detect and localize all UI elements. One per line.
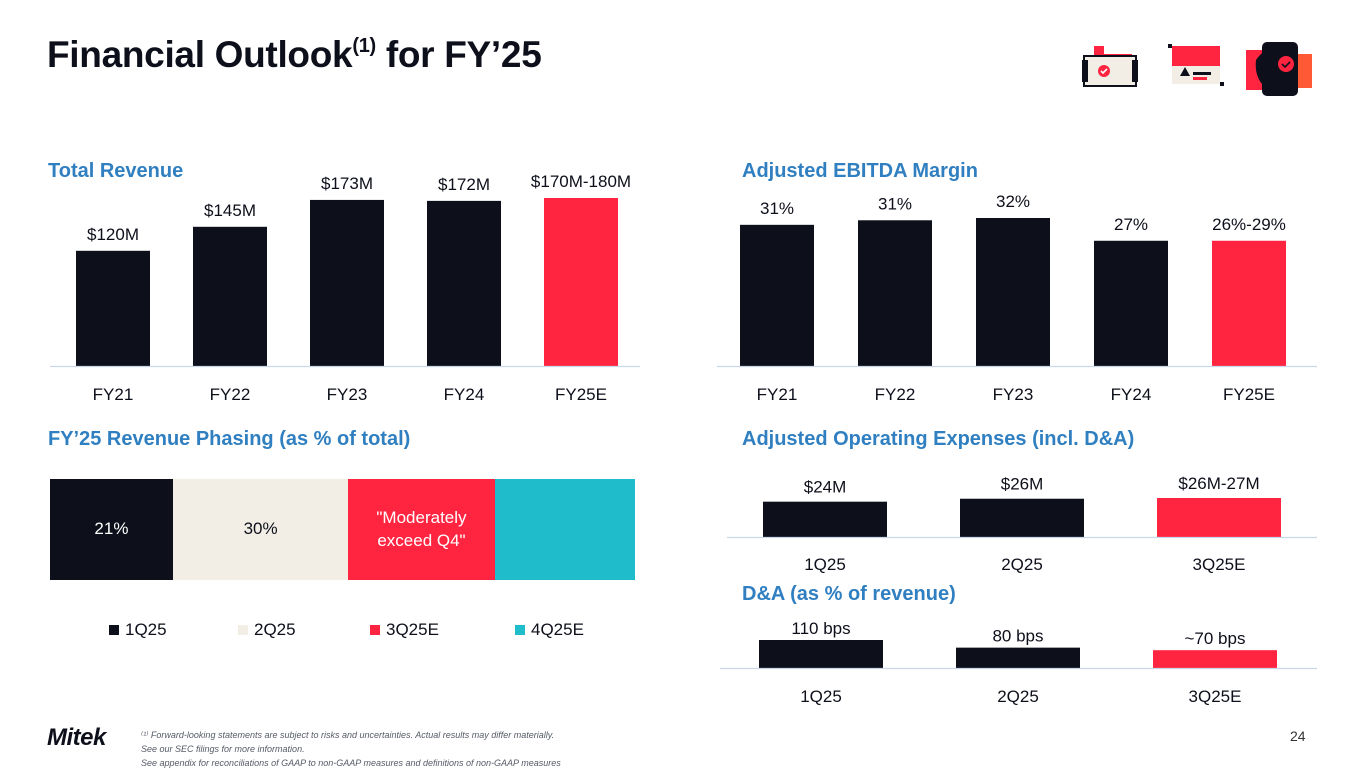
opex-category-label-1q25: 1Q25 bbox=[804, 555, 846, 574]
phasing-section-title: FY’25 Revenue Phasing (as % of total) bbox=[48, 428, 411, 450]
opex-category-label-2q25: 2Q25 bbox=[1001, 555, 1043, 574]
legend-swatch-4q25e bbox=[515, 625, 525, 635]
ebitda-bar-fy24 bbox=[1094, 240, 1168, 366]
revenue-category-label-fy25e: FY25E bbox=[555, 385, 607, 404]
opex-chart: $24M 1Q25 $26M 2Q25 $26M-27M 3Q25E bbox=[727, 474, 1317, 574]
page-number: 24 bbox=[1290, 728, 1306, 744]
legend-label-1q25: 1Q25 bbox=[125, 620, 167, 639]
revenue-bar-fy22 bbox=[193, 226, 267, 366]
revenue-section-title: Total Revenue bbox=[48, 160, 184, 182]
revenue-category-label-fy23: FY23 bbox=[327, 385, 368, 404]
phasing-label-2q25: 30% bbox=[243, 519, 278, 539]
alert-window-icon bbox=[1168, 44, 1224, 86]
legend-item-2q25: 2Q25 bbox=[238, 620, 296, 640]
da-bar-2q25 bbox=[956, 647, 1080, 668]
revenue-category-label-fy24: FY24 bbox=[444, 385, 485, 404]
ebitda-data-label-fy23: 32% bbox=[996, 192, 1030, 211]
ebitda-category-label-fy24: FY24 bbox=[1111, 385, 1152, 404]
revenue-category-label-fy22: FY22 bbox=[210, 385, 251, 404]
legend-label-4q25e: 4Q25E bbox=[531, 620, 584, 639]
ebitda-data-label-fy24: 27% bbox=[1114, 215, 1148, 234]
footnote-line-2: See our SEC filings for more information… bbox=[141, 744, 305, 754]
revenue-phasing-bar: 21% 30% "Moderately exceed Q4" bbox=[50, 479, 635, 580]
ebitda-category-label-fy22: FY22 bbox=[875, 385, 916, 404]
da-data-label-3q25e: ~70 bps bbox=[1185, 629, 1246, 648]
revenue-data-label-fy22: $145M bbox=[204, 201, 256, 220]
da-bar-1q25 bbox=[759, 640, 883, 668]
da-category-label-3q25e: 3Q25E bbox=[1189, 687, 1242, 706]
legend-item-4q25e: 4Q25E bbox=[515, 620, 584, 640]
legend-label-2q25: 2Q25 bbox=[254, 620, 296, 639]
phasing-segment-1q25: 21% bbox=[50, 479, 173, 580]
ebitda-category-label-fy21: FY21 bbox=[757, 385, 798, 404]
opex-data-label-2q25: $26M bbox=[1001, 475, 1044, 494]
title-text: Financial Outlook bbox=[47, 34, 353, 75]
title-footnote-marker: (1) bbox=[352, 34, 376, 57]
ebitda-category-label-fy23: FY23 bbox=[993, 385, 1034, 404]
revenue-data-label-fy21: $120M bbox=[87, 225, 139, 244]
revenue-bar-fy21 bbox=[76, 250, 150, 366]
company-logo: Mitek bbox=[47, 724, 106, 751]
footnote-line-1: ⁽¹⁾ Forward-looking statements are subje… bbox=[141, 730, 555, 740]
title-suffix: for FY’25 bbox=[375, 34, 542, 75]
da-chart: 110 bps 1Q25 80 bps 2Q25 ~70 bps 3Q25E bbox=[720, 619, 1317, 706]
da-data-label-2q25: 80 bps bbox=[992, 627, 1043, 646]
footnote-line-3: See appendix for reconciliations of GAAP… bbox=[141, 758, 561, 768]
footnote: ⁽¹⁾ Forward-looking statements are subje… bbox=[141, 728, 561, 768]
legend-item-1q25: 1Q25 bbox=[109, 620, 167, 640]
identity-phone-icon bbox=[1246, 42, 1312, 96]
ebitda-data-label-fy21: 31% bbox=[760, 199, 794, 218]
ebitda-bar-fy21 bbox=[740, 224, 814, 366]
ebitda-bar-fy22 bbox=[858, 220, 932, 366]
legend-swatch-3q25e bbox=[370, 625, 380, 635]
revenue-data-label-fy25e: $170M-180M bbox=[531, 172, 631, 191]
phasing-segment-2q25: 30% bbox=[172, 479, 349, 580]
revenue-bar-fy24 bbox=[427, 200, 501, 366]
legend-swatch-2q25 bbox=[238, 625, 248, 635]
document-check-icon bbox=[1082, 42, 1138, 87]
da-data-label-1q25: 110 bps bbox=[791, 619, 850, 638]
header-icons bbox=[1082, 42, 1312, 96]
phasing-label-3q25e: "Moderately exceed Q4" bbox=[376, 508, 467, 550]
opex-bar-2q25 bbox=[960, 498, 1084, 537]
revenue-data-label-fy24: $172M bbox=[438, 175, 490, 194]
legend-swatch-1q25 bbox=[109, 625, 119, 635]
revenue-bar-fy23 bbox=[310, 199, 384, 366]
da-section-title: D&A (as % of revenue) bbox=[742, 583, 956, 605]
revenue-chart: $120M FY21 $145M FY22 $173M FY23 $172M FY24 $170… bbox=[50, 172, 640, 404]
opex-bar-3q25e bbox=[1157, 498, 1281, 537]
page-title: Financial Outlook(1) for FY’25 bbox=[47, 34, 542, 76]
revenue-data-label-fy23: $173M bbox=[321, 174, 373, 193]
ebitda-category-label-fy25e: FY25E bbox=[1223, 385, 1275, 404]
phasing-segment-4q25e bbox=[494, 479, 635, 580]
da-category-label-1q25: 1Q25 bbox=[800, 687, 842, 706]
da-bar-3q25e bbox=[1153, 650, 1277, 668]
revenue-category-label-fy21: FY21 bbox=[93, 385, 134, 404]
opex-data-label-1q25: $24M bbox=[804, 478, 847, 497]
legend-item-3q25e: 3Q25E bbox=[370, 620, 439, 640]
phasing-label-1q25: 21% bbox=[94, 519, 129, 539]
phasing-segment-3q25e: "Moderately exceed Q4" bbox=[348, 479, 495, 580]
ebitda-data-label-fy22: 31% bbox=[878, 194, 912, 213]
da-category-label-2q25: 2Q25 bbox=[997, 687, 1039, 706]
ebitda-data-label-fy25e: 26%-29% bbox=[1212, 215, 1286, 234]
revenue-bar-fy25e bbox=[544, 198, 618, 366]
opex-data-label-3q25e: $26M-27M bbox=[1178, 474, 1259, 493]
opex-section-title: Adjusted Operating Expenses (incl. D&A) bbox=[742, 428, 1135, 450]
opex-bar-1q25 bbox=[763, 501, 887, 537]
legend-label-3q25e: 3Q25E bbox=[386, 620, 439, 639]
ebitda-section-title: Adjusted EBITDA Margin bbox=[742, 160, 978, 182]
ebitda-bar-fy23 bbox=[976, 218, 1050, 366]
opex-category-label-3q25e: 3Q25E bbox=[1193, 555, 1246, 574]
ebitda-chart: 31% FY21 31% FY22 32% FY23 27% FY24 26%-29% FY25E bbox=[717, 192, 1317, 404]
ebitda-bar-fy25e bbox=[1212, 240, 1286, 366]
